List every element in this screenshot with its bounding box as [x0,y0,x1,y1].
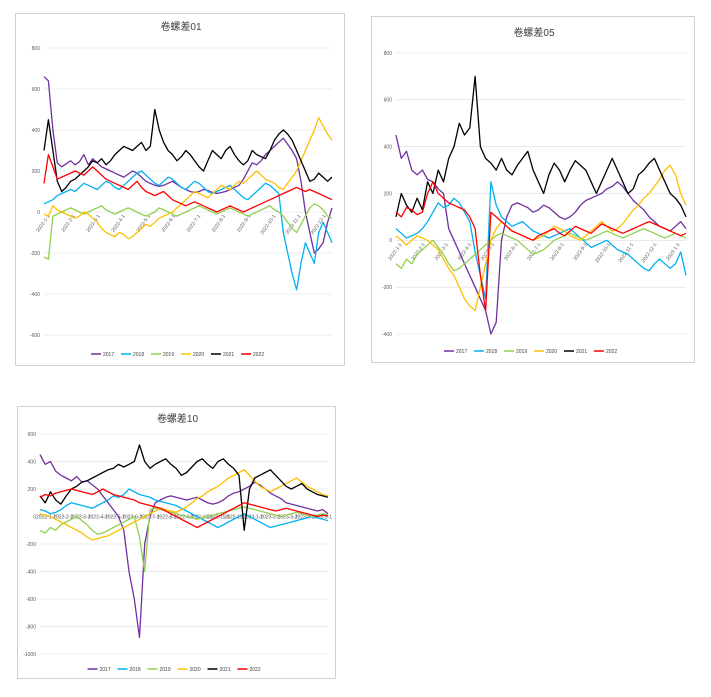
series-line-2020 [39,469,329,541]
y-tick-label: 200 [384,191,393,197]
series-line-2019 [39,506,329,573]
y-tick-label: 800 [384,51,393,57]
legend-label-2018: 2018 [133,352,144,358]
chart-title: 卷螺差10 [157,412,199,425]
series-line-2022 [39,488,329,529]
series-line-2020 [395,164,687,312]
x-tick-label: 2022-9-1 [174,515,194,521]
legend-label-2020: 2020 [546,349,557,355]
x-tick-label: 2022-11-1 [618,242,636,264]
series-line-2022 [43,153,333,213]
y-tick-label: -1000 [23,652,36,658]
x-tick-label: 2022-11-1 [207,515,230,521]
y-tick-label: 600 [28,432,37,438]
x-tick-label: 2023-1-1 [243,515,263,521]
x-tick-label: 2022-6-1 [503,242,520,262]
y-tick-label: -600 [30,333,40,339]
y-tick-label: 0 [33,514,36,520]
x-tick-label: 2022-5-1 [105,515,125,521]
legend-label-2021: 2021 [576,349,587,355]
legend-label-2021: 2021 [223,352,234,358]
x-tick-label: 2022-4-1 [88,515,108,521]
y-tick-label: 400 [384,144,393,150]
legend-label-2022: 2022 [250,667,261,673]
series-line-2019 [395,227,687,272]
x-tick-label: 2023-2-1 [260,515,280,521]
x-tick-label: 2022-8-1 [211,214,228,234]
y-tick-label: -800 [26,624,36,630]
x-tick-label: 2022-5-1 [136,214,153,234]
chart-title: 卷螺差05 [513,26,555,39]
y-tick-label: -400 [382,332,392,338]
legend-label-2022: 2022 [253,352,264,358]
chart-svg-01: 卷螺差01 800 600 400 200 0 -200 -400 -600 2022-1-1 20… [30,20,333,358]
x-tick-label: 2022-7-1 [186,214,203,234]
x-tick-label: 2022-10-1 [259,214,277,236]
legend-label-2018: 2018 [486,349,497,355]
chart-panel-05: 卷螺差05 800 600 400 200 0 -200 -400 2022-1-1 2022-2… [371,16,695,363]
chart-svg-05: 卷螺差05 800 600 400 200 0 -200 -400 2022-1-1 2022-2… [382,26,687,355]
legend-label-2019: 2019 [160,667,171,673]
series-line-2017 [39,454,329,639]
x-tick-label: 2022-3-1 [85,214,102,234]
x-tick-label: 2022-8-1 [157,515,177,521]
y-tick-label: -400 [26,569,36,575]
x-tick-label: 2023-4-1 [295,515,315,521]
series-line-2021 [39,444,329,531]
x-tick-label: 2022-12-1 [640,242,658,264]
x-tick-label: 2022-1-1 [35,214,52,234]
chart-title: 卷螺差01 [160,20,202,33]
x-tick-label: 2022-9-1 [236,214,253,234]
legend-label-2021: 2021 [220,667,231,673]
y-tick-label: 800 [32,46,41,52]
y-tick-label: 200 [28,487,37,493]
series-line-2018 [43,170,333,291]
x-tick-label: 2022-2-1 [53,515,73,521]
y-tick-label: -200 [26,542,36,548]
x-tick-label: 2022-4-1 [111,214,128,234]
y-tick-label: 600 [384,98,393,104]
chart-panel-10: 卷螺差10 600 400 200 0 -200 -400 -600 -800 -1000 2022… [17,406,336,679]
series-line-2020 [43,117,333,240]
y-tick-label: -200 [382,285,392,291]
legend-label-2019: 2019 [163,352,174,358]
legend-label-2017: 2017 [100,667,111,673]
x-tick-label: 2022-3-1 [70,515,90,521]
y-tick-label: -600 [26,597,36,603]
series-line-2018 [39,488,329,529]
series-line-2019 [43,203,333,260]
legend-label-2020: 2020 [190,667,201,673]
series-line-2022 [395,181,687,312]
legend-label-2018: 2018 [130,667,141,673]
chart-panel-01: 卷螺差01 800 600 400 200 0 -200 -400 -600 2022-1-1 20… [15,13,345,366]
x-tick-label: 2022-2-1 [60,214,77,234]
y-tick-label: 200 [32,169,41,175]
x-tick-label: 2022-1-1 [387,242,404,262]
y-tick-label: -400 [30,292,40,298]
y-tick-label: 400 [32,128,41,134]
legend-label-2019: 2019 [516,349,527,355]
x-tick-label: 2022-11-1 [285,214,303,236]
legend-label-2017: 2017 [103,352,114,358]
x-tick-label: 2023-5-1 [312,515,332,521]
y-tick-label: 400 [28,459,37,465]
y-tick-label: -200 [30,251,40,257]
x-tick-label: 2022-1-1 [36,515,56,521]
x-tick-label: 2022-2-1 [410,242,427,262]
y-tick-label: 600 [32,87,41,93]
legend-label-2022: 2022 [606,349,617,355]
chart-svg-10: 卷螺差10 600 400 200 0 -200 -400 -600 -800 -1000 2022… [23,412,332,673]
y-tick-label: 0 [37,210,40,216]
x-tick-label: 2023-1-1 [665,242,682,262]
series-line-2021 [43,108,333,193]
legend-label-2020: 2020 [193,352,204,358]
x-tick-label: 2023-3-1 [277,515,297,521]
series-line-2021 [395,75,687,218]
y-tick-label: 0 [389,238,392,244]
x-tick-label: 2022-9-1 [573,242,590,262]
series-line-2017 [43,76,333,254]
legend-label-2017: 2017 [456,349,467,355]
x-tick-label: 2022-8-1 [549,242,566,262]
